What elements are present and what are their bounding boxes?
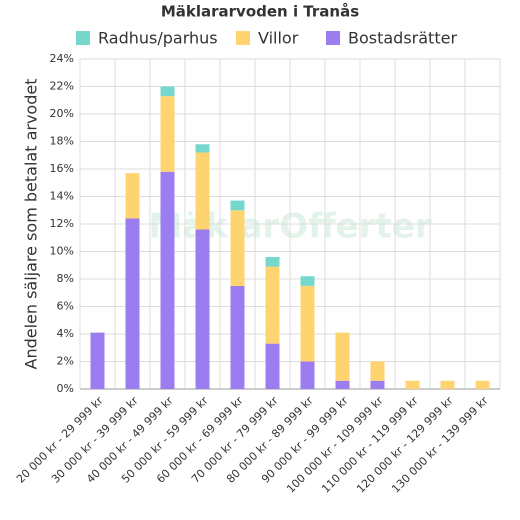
bar-segment: [440, 380, 455, 389]
legend-swatch: [326, 31, 340, 45]
legend-swatch: [76, 31, 90, 45]
bar-segment: [335, 332, 350, 381]
chart-title: Mäklararvoden i Tranås: [161, 3, 359, 21]
bar-segment: [405, 380, 420, 389]
bar-segment: [195, 152, 210, 230]
bar-segment: [370, 361, 385, 381]
bar-segment: [195, 229, 210, 389]
bar-segment: [230, 210, 245, 286]
bar-segment: [125, 173, 140, 219]
bar-segment: [370, 380, 385, 389]
y-tick-label: 18%: [50, 135, 74, 148]
y-tick-label: 24%: [50, 52, 74, 65]
y-tick-label: 12%: [50, 217, 74, 230]
y-tick-label: 14%: [50, 190, 74, 203]
legend-swatch: [236, 31, 250, 45]
bar-segment: [265, 257, 280, 267]
bar-segment: [300, 276, 315, 286]
bar-segment: [475, 380, 490, 389]
bar-segment: [335, 380, 350, 389]
bar-segment: [195, 144, 210, 153]
y-axis-label: Andelen säljare som betalat arvodet: [22, 79, 41, 370]
bar-segment: [90, 332, 105, 389]
bar-segment: [230, 285, 245, 389]
bar-segment: [265, 266, 280, 344]
y-tick-label: 8%: [57, 272, 74, 285]
y-tick-label: 10%: [50, 245, 74, 258]
bar-segment: [125, 218, 140, 389]
y-tick-label: 16%: [50, 162, 74, 175]
legend-label: Radhus/parhus: [98, 29, 218, 48]
y-tick-label: 20%: [50, 107, 74, 120]
legend-label: Villor: [258, 29, 299, 48]
y-tick-label: 22%: [50, 80, 74, 93]
bar-segment: [160, 86, 175, 97]
bar-segment: [230, 200, 245, 211]
y-tick-label: 2%: [57, 355, 74, 368]
bar-segment: [300, 285, 315, 362]
y-tick-label: 4%: [57, 327, 74, 340]
bar-segment: [160, 171, 175, 389]
legend-label: Bostadsrätter: [348, 29, 457, 48]
bar-segment: [300, 361, 315, 389]
bar-segment: [265, 343, 280, 389]
y-tick-label: 0%: [57, 382, 74, 395]
bar-segment: [160, 96, 175, 172]
y-tick-label: 6%: [57, 300, 74, 313]
